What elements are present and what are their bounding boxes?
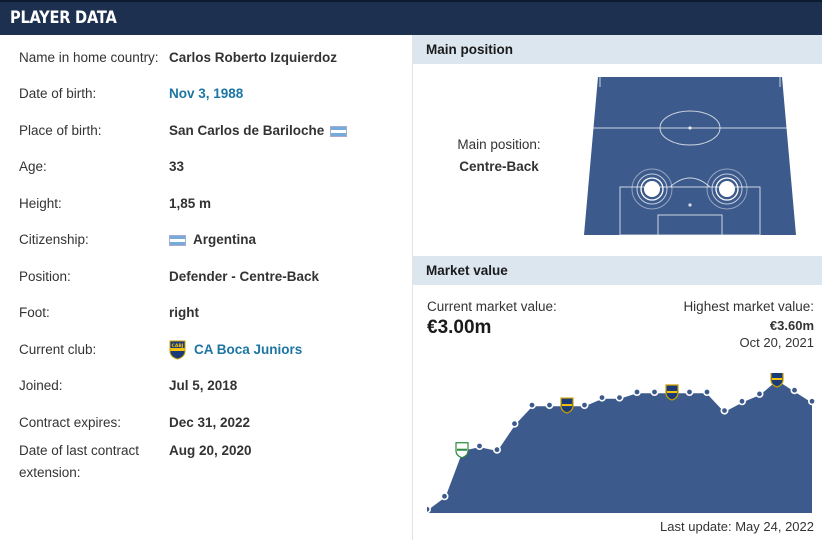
- chart-point: [510, 419, 519, 428]
- chart-point: [440, 492, 449, 501]
- chart-point: [702, 388, 711, 397]
- position-marker-right: [706, 168, 748, 210]
- info-label: Date of birth:: [19, 86, 97, 101]
- club-change-point: [665, 384, 679, 401]
- position-marker-left: [631, 168, 673, 210]
- club-change-point: [455, 442, 469, 459]
- centre-circle: [659, 110, 721, 146]
- main-position-label: Main position:: [457, 137, 541, 152]
- market-value-chart[interactable]: [427, 373, 822, 513]
- goal-area: [657, 214, 723, 235]
- info-label: Height:: [19, 196, 62, 211]
- main-position-value: Centre-Back: [459, 159, 539, 174]
- birth-place-text: San Carlos de Bariloche: [169, 123, 325, 138]
- chart-point: [790, 386, 799, 395]
- info-value-extension: Aug 20, 2020: [169, 443, 252, 458]
- info-value-foot: right: [169, 305, 199, 320]
- citizenship-text: Argentina: [193, 232, 257, 247]
- chart-point: [528, 401, 537, 410]
- info-row-foot: Foot: right: [19, 302, 199, 324]
- info-value-joined: Jul 5, 2018: [169, 378, 238, 393]
- birth-date-link[interactable]: Nov 3, 1988: [169, 86, 244, 101]
- chart-point: [598, 393, 607, 402]
- info-label: Name in home country:: [19, 50, 159, 65]
- chart-point: [807, 397, 816, 406]
- chart-point: [685, 388, 694, 397]
- chart-point: [545, 401, 554, 410]
- info-label: Citizenship:: [19, 232, 89, 247]
- info-value-height: 1,85 m: [169, 196, 212, 211]
- info-row-extension: Date of last contract extension: Aug 20,…: [19, 440, 252, 484]
- info-value-citizenship: Argentina: [169, 229, 256, 251]
- info-label: Joined:: [19, 378, 63, 393]
- chart-point: [493, 445, 502, 454]
- player-info-panel: Name in home country: Carlos Roberto Izq…: [0, 35, 412, 540]
- info-row-position: Position: Defender - Centre-Back: [19, 266, 319, 288]
- chart-point: [755, 389, 764, 398]
- highest-market-value-label: Highest market value:: [683, 299, 814, 314]
- player-data-header: PLAYER DATA: [0, 0, 822, 35]
- info-value-age: 33: [169, 159, 185, 174]
- market-value-heading: Market value: [413, 256, 822, 285]
- main-position-heading: Main position: [413, 35, 822, 64]
- chart-point: [475, 442, 484, 451]
- chart-point: [737, 397, 746, 406]
- centre-spot: [688, 126, 692, 130]
- last-update: Last update: May 24, 2022: [660, 519, 814, 534]
- info-value-club: CABJ CA Boca Juniors: [169, 339, 302, 361]
- info-label: Age:: [19, 159, 47, 174]
- info-label: Contract expires:: [19, 415, 122, 430]
- info-value-position: Defender - Centre-Back: [169, 269, 320, 284]
- penalty-box: [619, 186, 761, 235]
- info-label: Place of birth:: [19, 123, 102, 138]
- info-row-citizenship: Citizenship: Argentina: [19, 229, 256, 251]
- top-box-lines: [599, 77, 781, 87]
- argentina-flag-icon: [169, 234, 186, 246]
- penalty-spot: [688, 203, 692, 207]
- info-row-height: Height: 1,85 m: [19, 193, 211, 215]
- info-row-joined: Joined: Jul 5, 2018: [19, 375, 237, 397]
- current-market-value: €3.00m: [427, 317, 492, 338]
- info-row-name: Name in home country: Carlos Roberto Izq…: [19, 47, 337, 69]
- right-panel: Main position Main position: Centre-Back…: [413, 35, 822, 540]
- chart-point: [615, 393, 624, 402]
- club-change-point: [560, 397, 574, 414]
- highest-market-value: €3.60m: [769, 318, 814, 333]
- pitch-field: [584, 77, 796, 235]
- chart-point: [580, 401, 589, 410]
- header-title: PLAYER DATA: [10, 8, 117, 28]
- highest-market-value-date: Oct 20, 2021: [739, 335, 814, 350]
- info-row-club: Current club: CABJ CA Boca Juniors: [19, 339, 302, 361]
- info-value-contract: Dec 31, 2022: [169, 415, 251, 430]
- market-value-area: [427, 379, 812, 513]
- info-row-birth-place: Place of birth: San Carlos de Bariloche: [19, 120, 353, 142]
- boca-juniors-crest-icon[interactable]: CABJ: [169, 340, 186, 360]
- info-label: Date of last contract extension:: [19, 443, 140, 480]
- info-label: Position:: [19, 269, 71, 284]
- chart-point: [427, 505, 431, 513]
- info-value-name: Carlos Roberto Izquierdoz: [169, 50, 338, 65]
- chart-point: [633, 388, 642, 397]
- info-label: Foot:: [19, 305, 50, 320]
- club-link[interactable]: CA Boca Juniors: [194, 342, 303, 357]
- chart-point: [720, 406, 729, 415]
- info-value-birth-place: San Carlos de Bariloche: [169, 120, 353, 142]
- club-change-point: [770, 373, 784, 388]
- argentina-flag-icon: [330, 125, 348, 137]
- info-row-contract: Contract expires: Dec 31, 2022: [19, 412, 250, 434]
- info-row-age: Age: 33: [19, 156, 184, 178]
- svg-text:CABJ: CABJ: [172, 343, 184, 349]
- current-market-value-label: Current market value:: [427, 299, 557, 314]
- penalty-arc: [669, 177, 711, 188]
- info-row-birth-date: Date of birth: Nov 3, 1988: [19, 83, 243, 105]
- pitch-diagram: [584, 77, 796, 235]
- column-divider: [412, 35, 413, 540]
- info-label: Current club:: [19, 342, 97, 357]
- chart-point: [650, 388, 659, 397]
